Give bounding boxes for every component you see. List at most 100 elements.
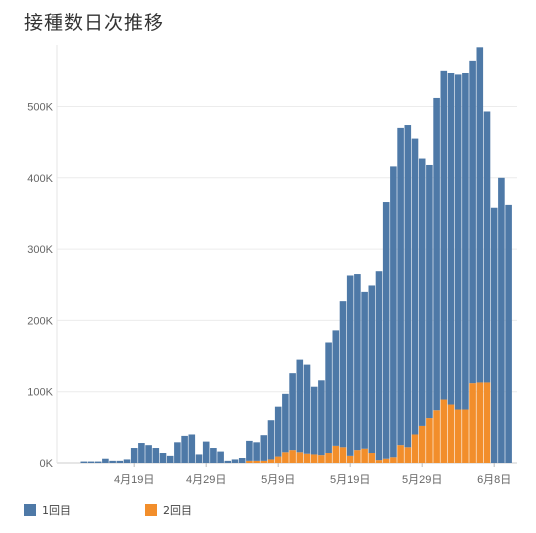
bar-dose2[interactable] [433,410,440,463]
bar-dose2[interactable] [325,453,332,463]
bar-dose1[interactable] [159,453,167,463]
bar-dose1[interactable] [181,435,188,463]
bar-dose2[interactable] [267,459,275,463]
bar-dose1[interactable] [505,204,512,464]
bar-dose2[interactable] [303,453,311,463]
bar-dose1[interactable] [166,455,174,463]
bar-dose2[interactable] [382,458,390,463]
bar-dose2[interactable] [361,448,368,463]
bar-dose1[interactable] [411,138,419,435]
bar-dose1[interactable] [238,458,246,463]
bar-dose1[interactable] [195,454,203,463]
bar-dose1[interactable] [418,158,426,426]
bar-dose1[interactable] [246,440,253,461]
bar-dose2[interactable] [469,383,476,463]
bar-dose1[interactable] [260,435,268,461]
bar-dose1[interactable] [440,70,448,400]
bar-dose1[interactable] [390,166,397,458]
bar-dose1[interactable] [267,420,275,460]
bar-dose2[interactable] [397,445,404,463]
bar-dose1[interactable] [253,442,260,461]
bar-dose1[interactable] [109,460,116,463]
bar-dose1[interactable] [217,451,224,463]
bar-dose1[interactable] [210,448,217,463]
bar-dose1[interactable] [483,111,491,383]
bar-dose1[interactable] [224,460,232,463]
bar-dose1[interactable] [102,458,109,463]
bar-dose2[interactable] [289,450,296,463]
bar-dose1[interactable] [382,202,390,459]
x-tick-label: 5月19日 [330,474,370,486]
bar-dose1[interactable] [339,301,347,448]
bar-dose2[interactable] [339,447,347,463]
bar-dose2[interactable] [375,460,383,463]
bar-dose1[interactable] [289,373,296,451]
bar-dose2[interactable] [447,404,455,463]
bar-dose2[interactable] [246,460,253,463]
bar-dose1[interactable] [94,461,102,463]
bar-dose2[interactable] [354,450,361,463]
bar-dose2[interactable] [418,425,426,463]
bar-dose2[interactable] [253,460,260,463]
bar-dose1[interactable] [346,275,354,456]
bar-dose1[interactable] [274,406,282,457]
bar-dose2[interactable] [318,455,325,463]
x-tick-label: 6月8日 [477,474,511,486]
bar-dose2[interactable] [440,399,448,463]
bar-dose1[interactable] [282,393,289,453]
bar-dose2[interactable] [346,455,354,463]
bar-dose1[interactable] [469,60,476,384]
bar-dose1[interactable] [332,330,340,446]
bar-dose1[interactable] [361,291,368,449]
bar-dose2[interactable] [462,409,469,463]
bar-dose1[interactable] [303,364,311,454]
bar-dose2[interactable] [274,456,282,463]
legend-item-2[interactable]: 2回目 [145,502,192,518]
bar-dose1[interactable] [433,97,440,411]
bar-dose1[interactable] [490,207,498,463]
bar-dose1[interactable] [188,434,196,463]
bar-dose1[interactable] [130,448,138,463]
bar-dose1[interactable] [498,177,505,464]
bar-dose1[interactable] [375,271,383,461]
bar-dose1[interactable] [462,72,469,410]
bar-dose1[interactable] [87,461,95,463]
bar-dose2[interactable] [368,453,376,463]
bar-dose2[interactable] [483,382,491,463]
bar-dose1[interactable] [454,74,462,410]
bar-dose1[interactable] [310,386,318,455]
bar-dose1[interactable] [80,461,88,463]
bar-dose2[interactable] [310,454,318,463]
bar-dose1[interactable] [354,274,361,451]
bar-dose2[interactable] [476,382,484,463]
y-tick-label: 400K [27,173,53,185]
bar-dose1[interactable] [296,359,304,453]
bar-dose1[interactable] [476,47,484,383]
bar-dose1[interactable] [426,164,433,419]
bar-dose1[interactable] [174,442,181,463]
bar-dose2[interactable] [282,452,289,463]
x-tick-label: 5月9日 [261,474,295,486]
bar-dose1[interactable] [397,127,404,446]
bar-dose2[interactable] [296,452,304,463]
bar-dose1[interactable] [368,285,376,454]
bar-dose1[interactable] [231,459,239,463]
bar-dose2[interactable] [404,447,412,463]
bar-dose2[interactable] [454,409,462,463]
bar-dose1[interactable] [123,459,131,463]
bar-dose1[interactable] [138,443,145,463]
bar-dose1[interactable] [116,460,124,463]
bar-dose2[interactable] [390,457,397,463]
bar-dose2[interactable] [426,418,433,463]
legend-item-1[interactable]: 1回目 [24,502,71,518]
bar-dose1[interactable] [318,380,325,456]
bar-dose2[interactable] [411,434,419,463]
bar-dose1[interactable] [404,125,412,448]
bar-dose1[interactable] [152,448,160,463]
bar-dose2[interactable] [332,445,340,463]
bar-dose1[interactable] [447,72,455,405]
bar-dose1[interactable] [325,342,332,454]
bar-dose2[interactable] [260,460,268,463]
bar-dose1[interactable] [145,445,152,463]
bar-dose1[interactable] [202,441,210,463]
